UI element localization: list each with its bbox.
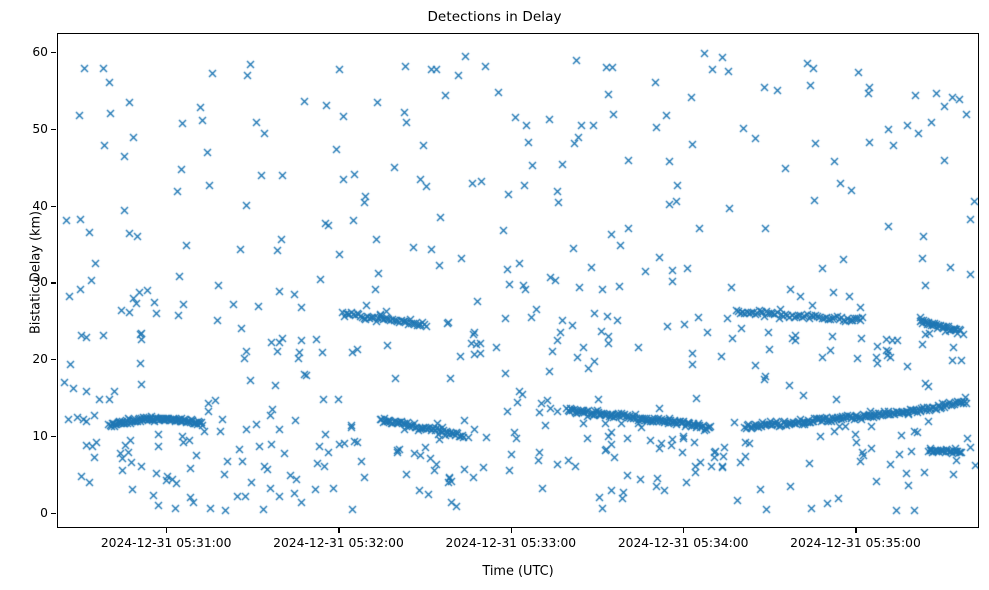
y-tick-mark [51, 52, 56, 54]
x-tick-label: 2024-12-31 05:32:00 [273, 536, 404, 550]
y-tick-label: 20 [32, 352, 48, 367]
y-tick-label: 40 [32, 198, 48, 213]
y-tick-mark [51, 282, 56, 284]
x-tick-mark [855, 528, 857, 533]
scatter-points-layer [58, 34, 978, 527]
y-tick-mark [51, 359, 56, 361]
y-tick-label: 50 [32, 121, 48, 136]
x-tick-mark [510, 528, 512, 533]
y-tick-mark [51, 128, 56, 131]
x-tick-mark [166, 528, 168, 533]
x-tick-label: 2024-12-31 05:31:00 [100, 536, 232, 550]
x-tick-label: 2024-12-31 05:35:00 [790, 536, 921, 550]
y-tick-mark [51, 512, 56, 514]
y-tick-label: 0 [40, 505, 48, 520]
y-tick-mark [51, 205, 56, 207]
y-axis-tick-labels: 0 10 20 30 40 50 60 [0, 0, 48, 590]
y-tick-mark [51, 435, 56, 437]
y-tick-label: 30 [32, 275, 48, 290]
y-tick-label: 10 [32, 428, 48, 443]
plot-area [57, 33, 979, 528]
x-tick-label: 2024-12-31 05:34:00 [617, 536, 749, 550]
x-tick-mark [683, 528, 685, 533]
x-tick-mark [338, 528, 340, 533]
x-axis-label: Time (UTC) [482, 564, 554, 579]
y-tick-label: 60 [32, 45, 48, 60]
x-tick-label: 2024-12-31 05:33:00 [445, 536, 577, 550]
chart-title: Detections in Delay [427, 9, 562, 25]
